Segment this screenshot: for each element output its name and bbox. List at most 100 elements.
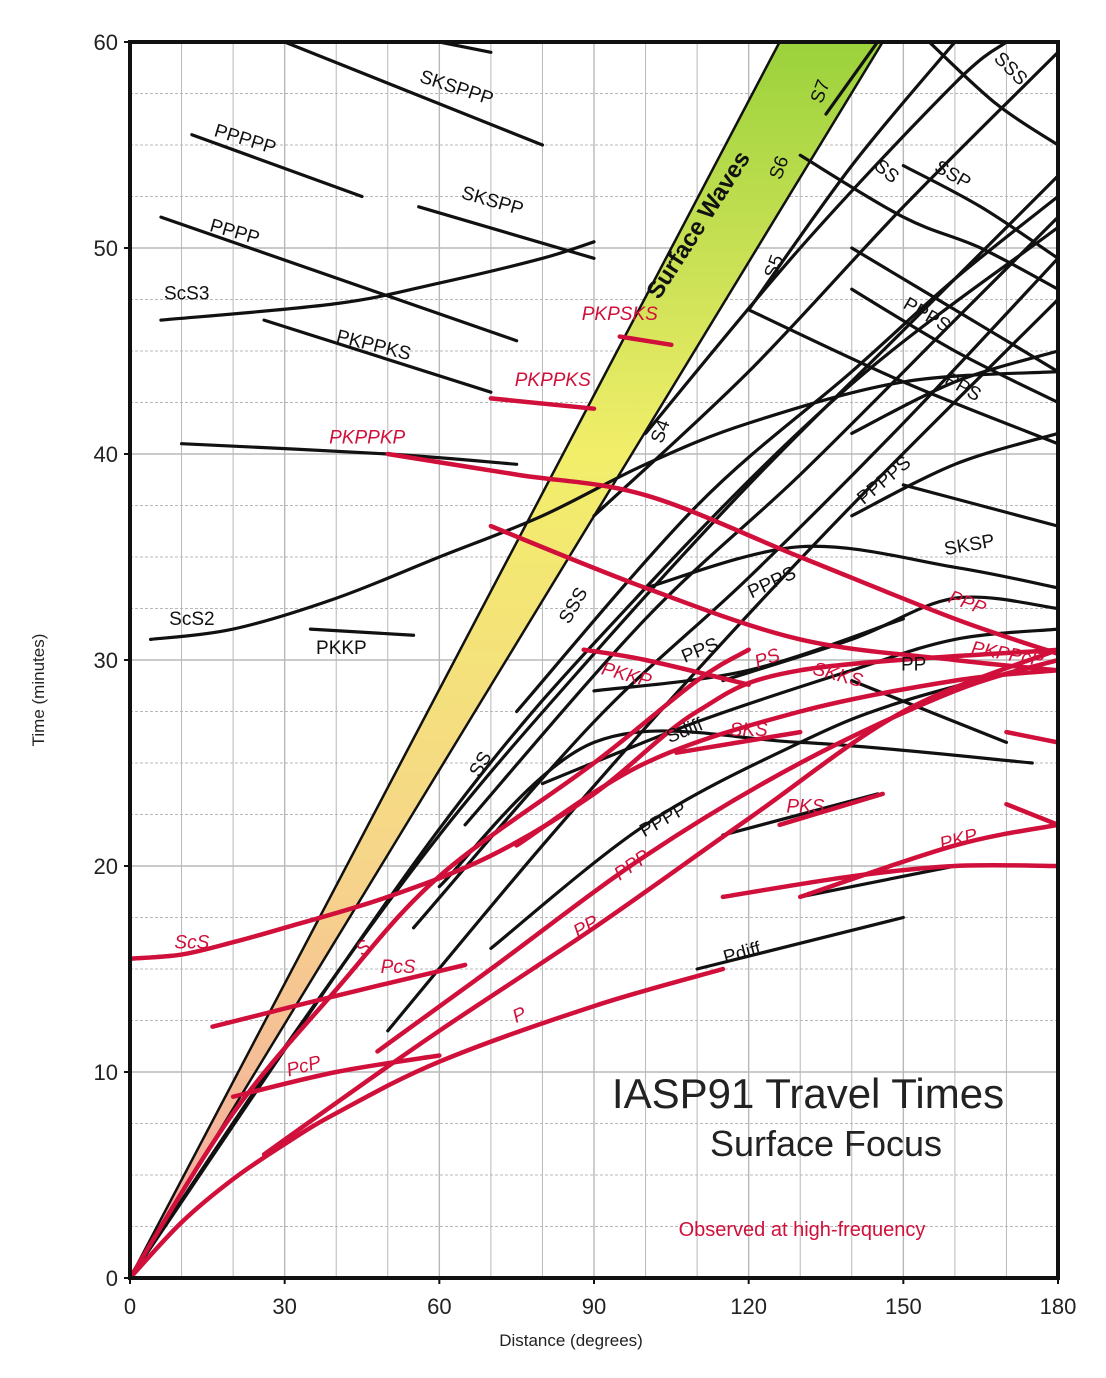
phase-label: PP — [570, 912, 603, 943]
phase-curve — [695, 915, 905, 971]
chart-title: IASP91 Travel Times — [612, 1070, 1004, 1117]
observed-phase-curve — [797, 822, 1058, 900]
phase-label: PPPPS — [853, 452, 915, 509]
surface-waves-band-fill — [130, 42, 885, 1278]
phase-label: PPPS — [745, 563, 800, 603]
phase-label: PKPSKS — [582, 304, 658, 325]
phase-label: PcS — [381, 957, 416, 978]
phase-label: P — [509, 1003, 530, 1028]
x-axis-label: Distance (degrees) — [499, 1331, 643, 1350]
y-tick-label: 40 — [94, 442, 118, 467]
phase-curve — [159, 240, 596, 322]
phase-curve — [149, 370, 1058, 641]
phase-curve — [179, 442, 519, 466]
y-tick-label: 10 — [94, 1060, 118, 1085]
y-tick-label: 0 — [106, 1266, 118, 1291]
phase-label: PKPPKS — [334, 326, 413, 365]
x-tick-label: 120 — [730, 1294, 767, 1319]
phase-curve — [850, 431, 1058, 518]
phase-curve — [463, 215, 1058, 827]
observed-phase-curve — [1004, 801, 1058, 828]
phase-curve — [190, 133, 364, 199]
legend-note: Observed at high-frequency — [679, 1219, 926, 1241]
observed-phase-curve — [375, 657, 1058, 1054]
phase-label: SKSP — [943, 531, 997, 560]
phase-curve — [262, 318, 493, 394]
observed-phase-curve — [1004, 729, 1058, 745]
phase-curve — [901, 164, 1058, 260]
phase-label: PP — [901, 654, 926, 675]
observed-phase-curve — [130, 966, 726, 1278]
observed-phase-curve — [130, 647, 751, 1278]
phase-curve — [159, 215, 519, 343]
phase-label: SSP — [931, 157, 974, 194]
phase-curve — [515, 194, 1058, 714]
observed-phase-curve — [385, 451, 1058, 657]
phase-curve — [798, 864, 957, 899]
phase-curve — [850, 287, 1058, 405]
x-tick-label: 30 — [272, 1294, 296, 1319]
phase-label: PPPS — [900, 294, 954, 338]
x-tick-label: 150 — [885, 1294, 922, 1319]
phase-label: SS — [466, 748, 497, 780]
y-tick-label: 30 — [94, 648, 118, 673]
phase-label: PKP — [938, 825, 980, 855]
phase-curve — [417, 205, 596, 260]
observed-phase-curve — [488, 523, 1058, 673]
phase-label: ScS2 — [169, 609, 214, 630]
phase-label: SKS — [730, 720, 768, 741]
x-tick-label: 180 — [1040, 1294, 1077, 1319]
y-axis-label: Time (minutes) — [29, 634, 48, 747]
y-tick-label: 60 — [94, 30, 118, 55]
phase-curve — [283, 42, 545, 147]
observed-phase-curve — [777, 791, 885, 828]
observed-phase-curve — [210, 962, 468, 1029]
phase-label: PPS — [679, 634, 722, 668]
phase-label: PKS — [786, 796, 824, 817]
phase-curve — [643, 42, 1009, 435]
phase-label: PPP — [946, 587, 989, 620]
phase-curve — [643, 544, 1058, 590]
phase-curve — [721, 792, 880, 837]
phase-curve — [798, 153, 1058, 291]
observed-phase-curve — [674, 729, 803, 755]
travel-time-curves — [130, 42, 1058, 1278]
phase-curve — [437, 729, 1034, 889]
phase-curve — [592, 617, 905, 693]
phase-curve — [308, 627, 416, 637]
x-tick-label: 90 — [582, 1294, 606, 1319]
phase-label: PPPP — [636, 798, 690, 842]
phase-label: SS — [870, 155, 903, 187]
observed-phase-curve — [230, 1053, 442, 1099]
phase-curve — [850, 349, 1058, 435]
phase-curve — [747, 42, 957, 312]
observed-phase-curve — [581, 647, 751, 687]
phase-curve — [850, 679, 1009, 744]
phase-label: ScS — [174, 932, 209, 953]
phase-curve — [411, 256, 1058, 930]
observed-phase-curve — [488, 396, 597, 411]
phase-label: PKPPKS — [515, 370, 591, 391]
phase-label: PKPPKP — [329, 428, 405, 449]
phase-curve — [901, 483, 1058, 528]
phase-label: Pdiff — [721, 938, 764, 968]
phase-curve — [592, 50, 1058, 518]
phase-label: SSS — [555, 584, 592, 627]
y-tick-label: 20 — [94, 854, 118, 879]
chart-subtitle: Surface Focus — [710, 1123, 942, 1164]
observed-phase-curve — [617, 334, 674, 348]
phase-curve — [540, 627, 1058, 786]
observed-phase-curve — [720, 862, 1058, 900]
observed-phase-curve — [130, 647, 1058, 961]
x-tick-label: 60 — [427, 1294, 451, 1319]
x-tick-label: 0 — [124, 1294, 136, 1319]
phase-label: PKKP — [316, 638, 367, 659]
phase-label: SKSPP — [459, 183, 526, 221]
phase-label: SKSPPP — [417, 67, 496, 110]
y-tick-label: 50 — [94, 236, 118, 261]
phase-curve — [824, 42, 880, 116]
phase-curve — [927, 42, 1058, 147]
axis-ticks: 0 30 60 90 120 150 180 0 10 20 30 40 50 60 — [94, 30, 1077, 1319]
phase-label: ScS3 — [164, 284, 209, 305]
